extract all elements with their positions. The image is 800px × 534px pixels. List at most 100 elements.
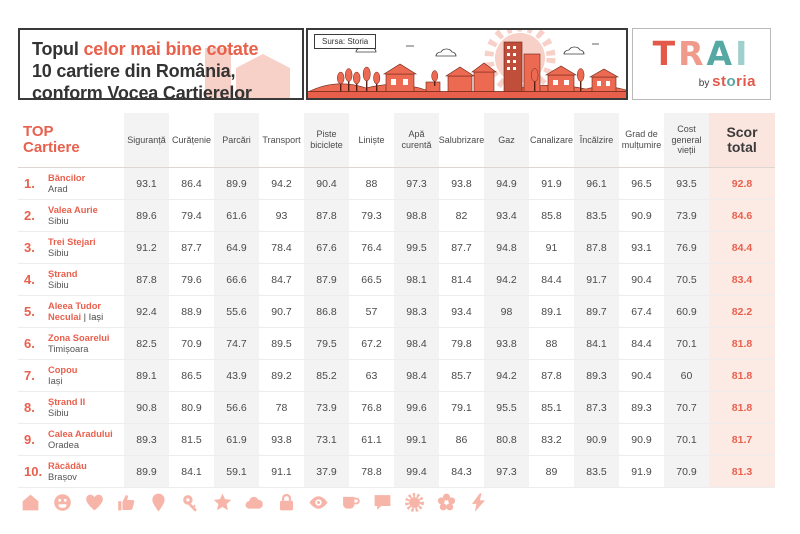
lightning-icon (468, 492, 489, 513)
score-value: 89.3 (631, 401, 652, 414)
column-header: Încălzire (574, 113, 619, 167)
score-value: 89.2 (271, 369, 292, 382)
column-header: Gaz (484, 113, 529, 167)
city-name: | Iași (83, 311, 104, 322)
score-value: 86.4 (181, 177, 202, 190)
score-value: 87.8 (124, 264, 169, 295)
city-name: Arad (48, 183, 68, 194)
score-value: 98.1 (394, 264, 439, 295)
score-value: 89.3 (574, 360, 619, 391)
score-value: 86 (455, 433, 468, 446)
table-row: 9. Calea Aradului Oradea 89.3 81.5 61.9 93.8 7… (18, 424, 775, 456)
score-value: 83.5 (574, 200, 619, 231)
score-value: 89.3 (124, 424, 169, 455)
rank-number: 1. (24, 176, 35, 191)
trai-logo: TRAI (633, 37, 770, 70)
score-total-header: Scor total (709, 113, 775, 167)
rank-number: 8. (24, 400, 35, 415)
score-value: 79.4 (181, 209, 202, 222)
cup-icon (340, 492, 361, 513)
eye-icon (308, 492, 329, 513)
neighborhood-cell: Ștrand Sibiu (48, 264, 124, 295)
table-header-row: TOP Cartiere Siguranță Curățenie Parcări Tra… (18, 113, 775, 168)
score-value: 87.7 (181, 241, 202, 254)
score-value: 79.8 (451, 337, 472, 350)
title-highlight: celor mai bine cotate (83, 39, 259, 59)
score-value: 97.3 (394, 168, 439, 199)
total-score: 84.6 (709, 200, 775, 231)
score-value: 96.5 (631, 177, 652, 190)
score-value: 84.3 (451, 465, 472, 478)
score-value: 90.4 (304, 168, 349, 199)
heart-icon (84, 492, 105, 513)
score-value: 88 (365, 177, 378, 190)
score-value: 67.6 (304, 232, 349, 263)
pale-buildings-decoration (205, 48, 290, 98)
score-value: 78.4 (271, 241, 292, 254)
score-value: 91.9 (541, 177, 562, 190)
neighborhood-cell: Aleea Tudor Neculai | Iași (48, 296, 124, 327)
score-value: 91.2 (124, 232, 169, 263)
score-value: 86.8 (304, 296, 349, 327)
neighborhood-name: Valea Aurie (48, 204, 98, 215)
score-value: 93.8 (451, 177, 472, 190)
trai-letter: T (652, 34, 679, 73)
score-value: 89.6 (124, 200, 169, 231)
score-value: 93.5 (664, 168, 709, 199)
score-value: 89.9 (124, 456, 169, 487)
score-value: 90.9 (631, 209, 652, 222)
score-value: 66.6 (214, 264, 259, 295)
by-storia: by storia (633, 73, 770, 90)
rank-number: 5. (24, 304, 35, 319)
table-row: 7. Copou Iași 89.1 86.5 43.9 89.2 85.2 63 98.4 85… (18, 360, 775, 392)
table-row: 1. Băncilor Arad 93.1 86.4 89.9 94.2 90.4 88 97.… (18, 168, 775, 200)
total-score: 81.7 (709, 424, 775, 455)
city-name: Brașov (48, 471, 77, 482)
score-value: 91.7 (574, 264, 619, 295)
rank-number: 3. (24, 240, 35, 255)
score-value: 87.9 (304, 264, 349, 295)
score-value: 98 (484, 296, 529, 327)
score-value: 81.5 (181, 433, 202, 446)
key-icon (180, 492, 201, 513)
score-value: 85.2 (304, 360, 349, 391)
score-value: 91 (545, 241, 558, 254)
trai-letter: A (706, 34, 736, 73)
column-header: Salubrizare (438, 134, 485, 145)
score-value: 66.5 (361, 273, 382, 286)
score-value: 85.1 (541, 401, 562, 414)
score-value: 60.9 (664, 296, 709, 327)
table-row: 5. Aleea Tudor Neculai | Iași 92.4 88.9 55.6… (18, 296, 775, 328)
score-value: 84.1 (574, 328, 619, 359)
city-name: Sibiu (48, 215, 69, 226)
score-value: 93.4 (451, 305, 472, 318)
ranking-table: TOP Cartiere Siguranță Curățenie Parcări Tra… (18, 113, 775, 488)
neighborhood-cell: Răcădău Brașov (48, 456, 124, 487)
score-value: 93.1 (124, 168, 169, 199)
neighborhood-cell: Copou Iași (48, 360, 124, 391)
table-row: 8. Ștrand II Sibiu 90.8 80.9 56.6 78 73.9 76.8 9… (18, 392, 775, 424)
score-value: 67.4 (631, 305, 652, 318)
score-value: 79.6 (181, 273, 202, 286)
score-value: 84.4 (631, 337, 652, 350)
score-value: 90.7 (271, 305, 292, 318)
score-value: 84.1 (181, 465, 202, 478)
score-value: 87.8 (574, 232, 619, 263)
score-value: 91.9 (631, 465, 652, 478)
thumbs-up-icon (116, 492, 137, 513)
star-icon (212, 492, 233, 513)
rank-number: 10. (24, 464, 43, 479)
score-value: 76.4 (361, 241, 382, 254)
score-value: 61.1 (361, 433, 382, 446)
footer-icon-row (20, 492, 489, 513)
score-value: 67.2 (361, 337, 382, 350)
score-value: 89.1 (124, 360, 169, 391)
score-value: 87.3 (574, 392, 619, 423)
score-value: 63 (365, 369, 378, 382)
score-value: 87.8 (541, 369, 562, 382)
smiley-icon (52, 492, 73, 513)
score-value: 94.2 (271, 177, 292, 190)
score-value: 79.1 (451, 401, 472, 414)
total-score: 81.8 (709, 392, 775, 423)
score-value: 93.4 (484, 200, 529, 231)
